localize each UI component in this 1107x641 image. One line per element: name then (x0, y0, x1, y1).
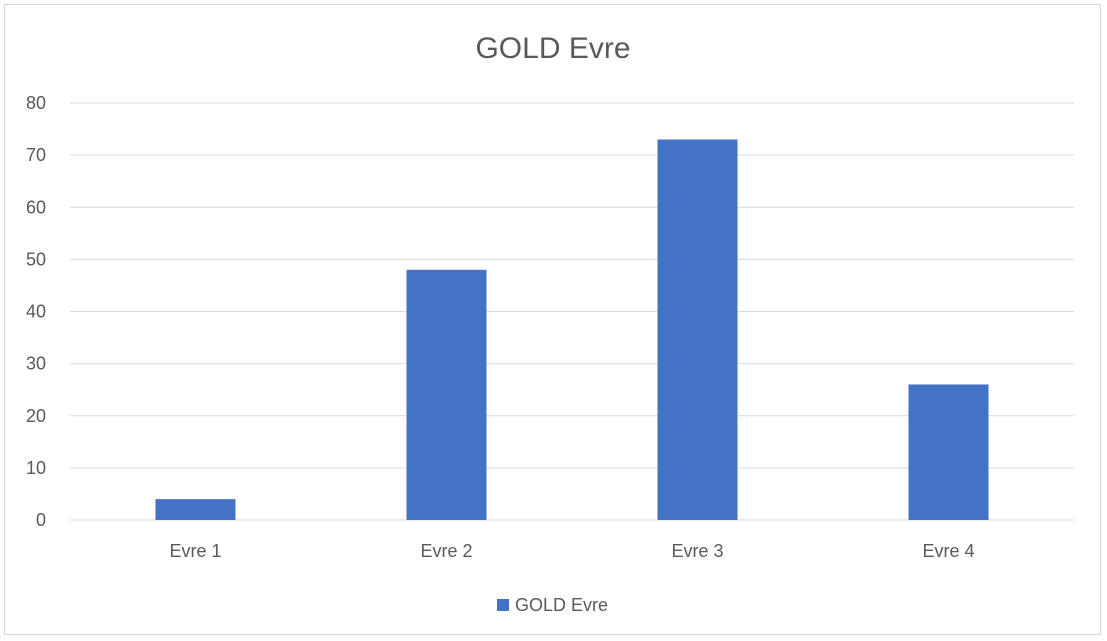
bar-1 (155, 499, 236, 520)
x-tick-label-4: Evre 4 (922, 541, 974, 561)
chart-area (4, 4, 1101, 635)
y-tick-label-8: 80 (26, 93, 46, 113)
y-tick-label-4: 40 (26, 302, 46, 322)
x-tick-label-2: Evre 2 (420, 541, 472, 561)
gridlines (70, 102, 1074, 521)
x-tick-label-3: Evre 3 (671, 541, 723, 561)
legend: GOLD Evre (497, 595, 608, 615)
legend-swatch (497, 599, 509, 611)
x-axis-tick-labels: Evre 1 Evre 2 Evre 3 Evre 4 (169, 541, 974, 561)
bar-series (155, 139, 989, 521)
y-tick-label-7: 70 (26, 145, 46, 165)
legend-label: GOLD Evre (515, 595, 608, 615)
x-tick-label-1: Evre 1 (169, 541, 221, 561)
y-tick-label-6: 60 (26, 197, 46, 217)
y-tick-label-1: 10 (26, 458, 46, 478)
y-tick-label-3: 30 (26, 354, 46, 374)
bar-3 (657, 139, 738, 521)
y-tick-label-5: 50 (26, 249, 46, 269)
bar-4 (908, 384, 989, 520)
chart-title: GOLD Evre (475, 32, 630, 65)
y-tick-label-2: 20 (26, 406, 46, 426)
y-tick-label-0: 0 (36, 510, 46, 530)
bar-2 (406, 269, 487, 520)
y-axis-tick-labels: 0 10 20 30 40 50 60 70 80 (26, 93, 46, 530)
